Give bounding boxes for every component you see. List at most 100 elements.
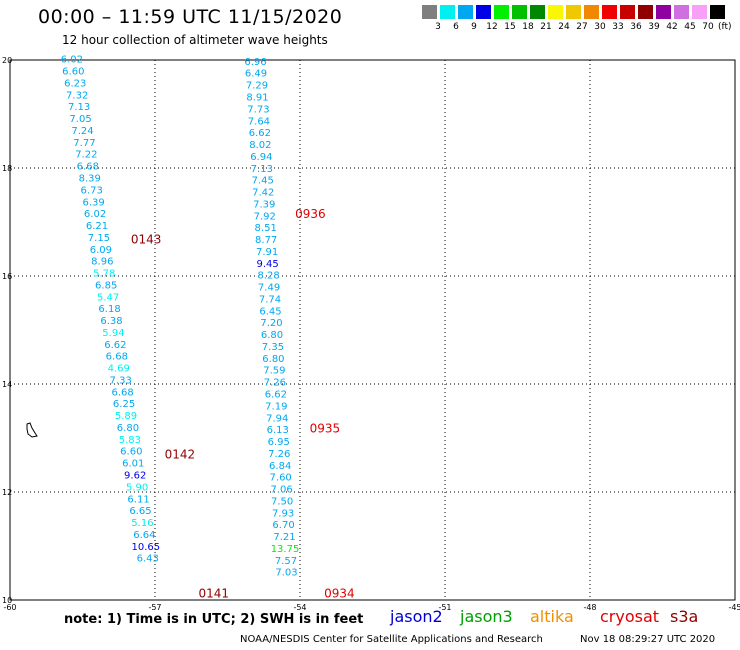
swh-value-label: 6.43 xyxy=(137,554,159,565)
mission-legend-s3a: s3a xyxy=(670,607,699,626)
swh-value-label: 6.49 xyxy=(245,69,267,80)
swh-value-label: 8.96 xyxy=(91,257,113,268)
swh-value-label: 7.15 xyxy=(88,233,110,244)
color-scale-swatch xyxy=(692,5,707,19)
swh-value-label: 6.96 xyxy=(244,57,266,68)
swh-value-label: 6.85 xyxy=(95,280,117,291)
swh-value-label: 7.74 xyxy=(259,294,281,305)
swh-value-label: 7.33 xyxy=(110,375,132,386)
mission-legend-jason2: jason2 xyxy=(390,607,443,626)
y-tick-label: 14 xyxy=(2,380,12,389)
swh-value-label: 7.50 xyxy=(271,496,293,507)
swh-value-label: 8.39 xyxy=(79,174,101,185)
color-scale-label: 12 xyxy=(486,22,498,32)
color-scale-label: 30 xyxy=(594,22,606,32)
color-scale-label: 27 xyxy=(576,22,588,32)
swh-value-label: 6.62 xyxy=(104,340,126,351)
footer-timestamp: Nov 18 08:29:27 UTC 2020 xyxy=(580,634,716,645)
swh-value-label: 6.84 xyxy=(269,461,291,472)
chart-title: 00:00 – 11:59 UTC 11/15/2020 xyxy=(38,6,343,28)
swh-value-label: 6.64 xyxy=(133,530,155,541)
swh-value-label: 7.64 xyxy=(248,116,270,127)
swh-value-label: 7.94 xyxy=(266,413,288,424)
color-scale-unit: (ft) xyxy=(718,22,732,32)
swh-value-label: 6.70 xyxy=(272,520,294,531)
y-tick-label: 16 xyxy=(2,272,12,281)
swh-value-label: 7.22 xyxy=(75,150,97,161)
color-scale-swatch xyxy=(584,5,599,19)
swh-value-label: 7.60 xyxy=(270,473,292,484)
swh-value-label: 7.59 xyxy=(263,366,285,377)
color-scale-swatch xyxy=(620,5,635,19)
swh-value-label: 6.21 xyxy=(86,221,108,232)
swh-value-label: 7.92 xyxy=(254,211,276,222)
plot-frame xyxy=(9,59,736,601)
swh-value-label: 9.62 xyxy=(124,471,146,482)
color-scale-swatch xyxy=(674,5,689,19)
swh-value-label: 6.68 xyxy=(111,387,133,398)
color-scale-swatch xyxy=(530,5,545,19)
pass-time-label: 0936 xyxy=(295,207,326,221)
x-tick-label: -51 xyxy=(438,603,451,612)
color-scale-swatch xyxy=(422,5,437,19)
swh-value-label: 7.26 xyxy=(268,449,290,460)
swh-value-label: 7.13 xyxy=(68,102,90,113)
swh-value-label: 6.80 xyxy=(261,330,283,341)
color-scale-label: 45 xyxy=(684,22,696,32)
color-scale-label: 24 xyxy=(558,22,570,32)
swh-value-label: 6.11 xyxy=(127,494,149,505)
color-scale-label: 15 xyxy=(504,22,516,32)
color-scale-swatch xyxy=(656,5,671,19)
swh-value-label: 7.03 xyxy=(275,568,297,579)
swh-value-label: 10.65 xyxy=(131,542,160,553)
color-scale-swatch xyxy=(512,5,527,19)
pass-time-label: 0141 xyxy=(199,586,230,600)
color-scale-label: 6 xyxy=(453,22,459,32)
swh-value-label: 4.69 xyxy=(108,364,130,375)
swh-value-label: 7.42 xyxy=(252,188,274,199)
pass-time-label: 0934 xyxy=(324,586,355,600)
color-scale-label: 3 xyxy=(435,22,441,32)
swh-value-label: 8.28 xyxy=(257,271,279,282)
swh-value-label: 7.49 xyxy=(258,283,280,294)
swh-value-label: 7.32 xyxy=(66,90,88,101)
color-scale-label: 42 xyxy=(666,22,678,32)
color-scale-label: 21 xyxy=(540,22,552,32)
swh-value-label: 7.19 xyxy=(265,401,287,412)
pass-time-label: 0935 xyxy=(310,422,341,436)
swh-value-label: 7.73 xyxy=(247,104,269,115)
swh-value-label: 6.60 xyxy=(120,447,142,458)
swh-value-label: 8.02 xyxy=(249,140,271,151)
swh-value-label: 6.01 xyxy=(122,459,144,470)
swh-value-label: 6.38 xyxy=(100,316,122,327)
swh-value-label: 8.51 xyxy=(255,223,277,234)
color-scale-label: 36 xyxy=(630,22,642,32)
color-scale-label: 70 xyxy=(702,22,714,32)
pass-time-label: 0142 xyxy=(165,448,196,462)
swh-value-label: 5.90 xyxy=(126,482,148,493)
y-tick-label: 20 xyxy=(2,56,12,65)
swh-value-label: 6.73 xyxy=(81,185,103,196)
swh-value-label: 5.89 xyxy=(115,411,137,422)
swh-value-label: 6.02 xyxy=(61,55,83,66)
swh-value-label: 8.77 xyxy=(255,235,277,246)
swh-value-label: 6.25 xyxy=(113,399,135,410)
swh-value-label: 6.62 xyxy=(249,128,271,139)
color-scale-label: 18 xyxy=(522,22,534,32)
swh-value-label: 6.45 xyxy=(259,306,281,317)
swh-value-label: 7.24 xyxy=(71,126,93,137)
swh-value-label: 7.45 xyxy=(252,176,274,187)
swh-value-label: 5.16 xyxy=(131,518,153,529)
swh-value-label: 6.68 xyxy=(77,162,99,173)
x-tick-label: -48 xyxy=(583,603,596,612)
swh-value-label: 7.91 xyxy=(256,247,278,258)
x-tick-label: -57 xyxy=(148,603,161,612)
footer-note: note: 1) Time is in UTC; 2) SWH is in fe… xyxy=(64,612,364,627)
y-tick-label: 10 xyxy=(2,596,12,605)
swh-value-label: 6.39 xyxy=(82,197,104,208)
swh-value-label: 7.93 xyxy=(272,508,294,519)
mission-legend-altika: altika xyxy=(530,607,574,626)
mission-legend-cryosat: cryosat xyxy=(600,607,660,626)
